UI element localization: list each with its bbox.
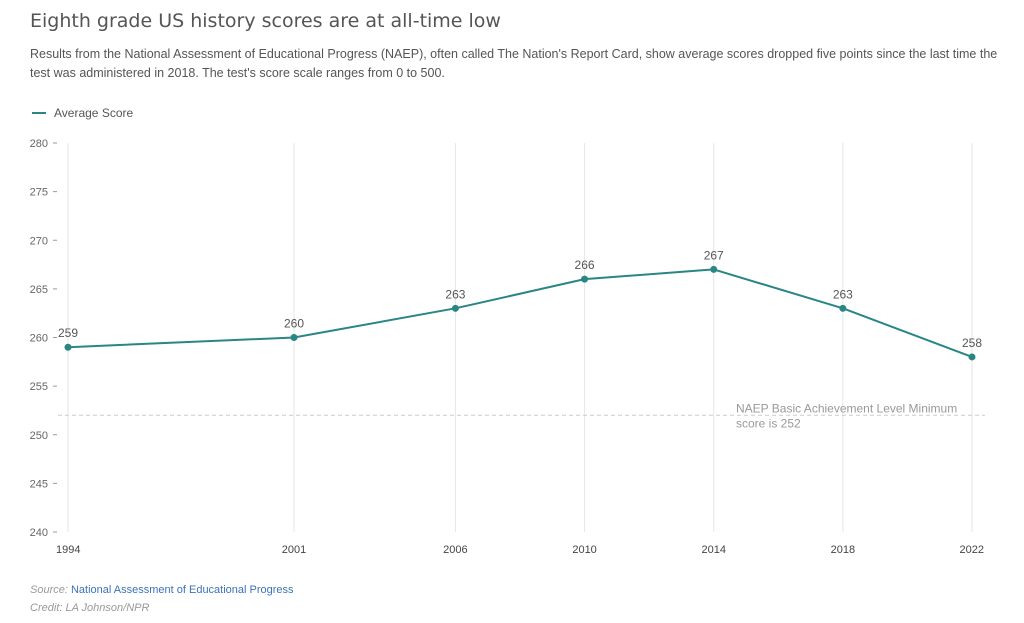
source-line: Source: National Assessment of Education… (30, 581, 294, 599)
legend-label: Average Score (54, 106, 134, 120)
reference-annotation: NAEP Basic Achievement Level Minimum scor… (736, 401, 957, 430)
data-point-2010 (581, 275, 589, 283)
y-tick-label-250: 250 (30, 430, 48, 442)
data-label-2010: 266 (575, 258, 595, 272)
x-tick-label-1994: 1994 (56, 544, 80, 556)
data-point-2018 (839, 304, 847, 312)
y-tick-label-275: 275 (30, 187, 48, 199)
data-label-2018: 263 (833, 287, 853, 301)
chart-legend: Average Score (32, 106, 133, 120)
data-point-2022 (968, 353, 976, 361)
y-tick-label-255: 255 (30, 381, 48, 393)
y-tick-label-245: 245 (30, 478, 48, 490)
legend-swatch (32, 112, 46, 114)
x-tick-label-2018: 2018 (831, 544, 855, 556)
data-label-1994: 259 (58, 326, 78, 340)
data-label-2014: 267 (704, 248, 724, 262)
chart-footer: Source: National Assessment of Education… (30, 581, 294, 617)
y-tick-label-270: 270 (30, 235, 48, 247)
data-point-2006 (451, 304, 459, 312)
source-label: Source: (30, 584, 68, 596)
y-tick-label-265: 265 (30, 284, 48, 296)
data-point-2001 (290, 334, 298, 341)
credit-line: Credit: LA Johnson/NPR (30, 602, 150, 614)
x-tick-label-2022: 2022 (960, 544, 984, 556)
data-point-2014 (710, 265, 718, 273)
x-tick-label-2001: 2001 (282, 544, 306, 556)
x-tick-label-2014: 2014 (701, 544, 725, 556)
data-label-2001: 260 (284, 317, 304, 331)
x-tick-label-2006: 2006 (443, 544, 467, 556)
chart-title: Eighth grade US history scores are at al… (30, 10, 501, 32)
chart-subtitle: Results from the National Assessment of … (30, 47, 998, 80)
data-point-1994 (64, 343, 72, 351)
source-link[interactable]: National Assessment of Educational Progr… (70, 584, 294, 596)
y-tick-label-260: 260 (30, 333, 48, 345)
line-chart: 240 245 250 255 260 265 270 275 280 1994 2001 2006 2… (30, 138, 985, 556)
data-label-2006: 263 (445, 287, 465, 301)
y-tick-label-280: 280 (30, 138, 48, 150)
reference-annotation-line-2: score is 252 (736, 416, 801, 430)
x-tick-label-2010: 2010 (572, 544, 596, 556)
series-line-average-score (67, 268, 973, 358)
data-label-2022: 258 (962, 336, 982, 350)
y-tick-label-240: 240 (30, 527, 48, 539)
reference-annotation-line-1: NAEP Basic Achievement Level Minimum (736, 401, 957, 415)
